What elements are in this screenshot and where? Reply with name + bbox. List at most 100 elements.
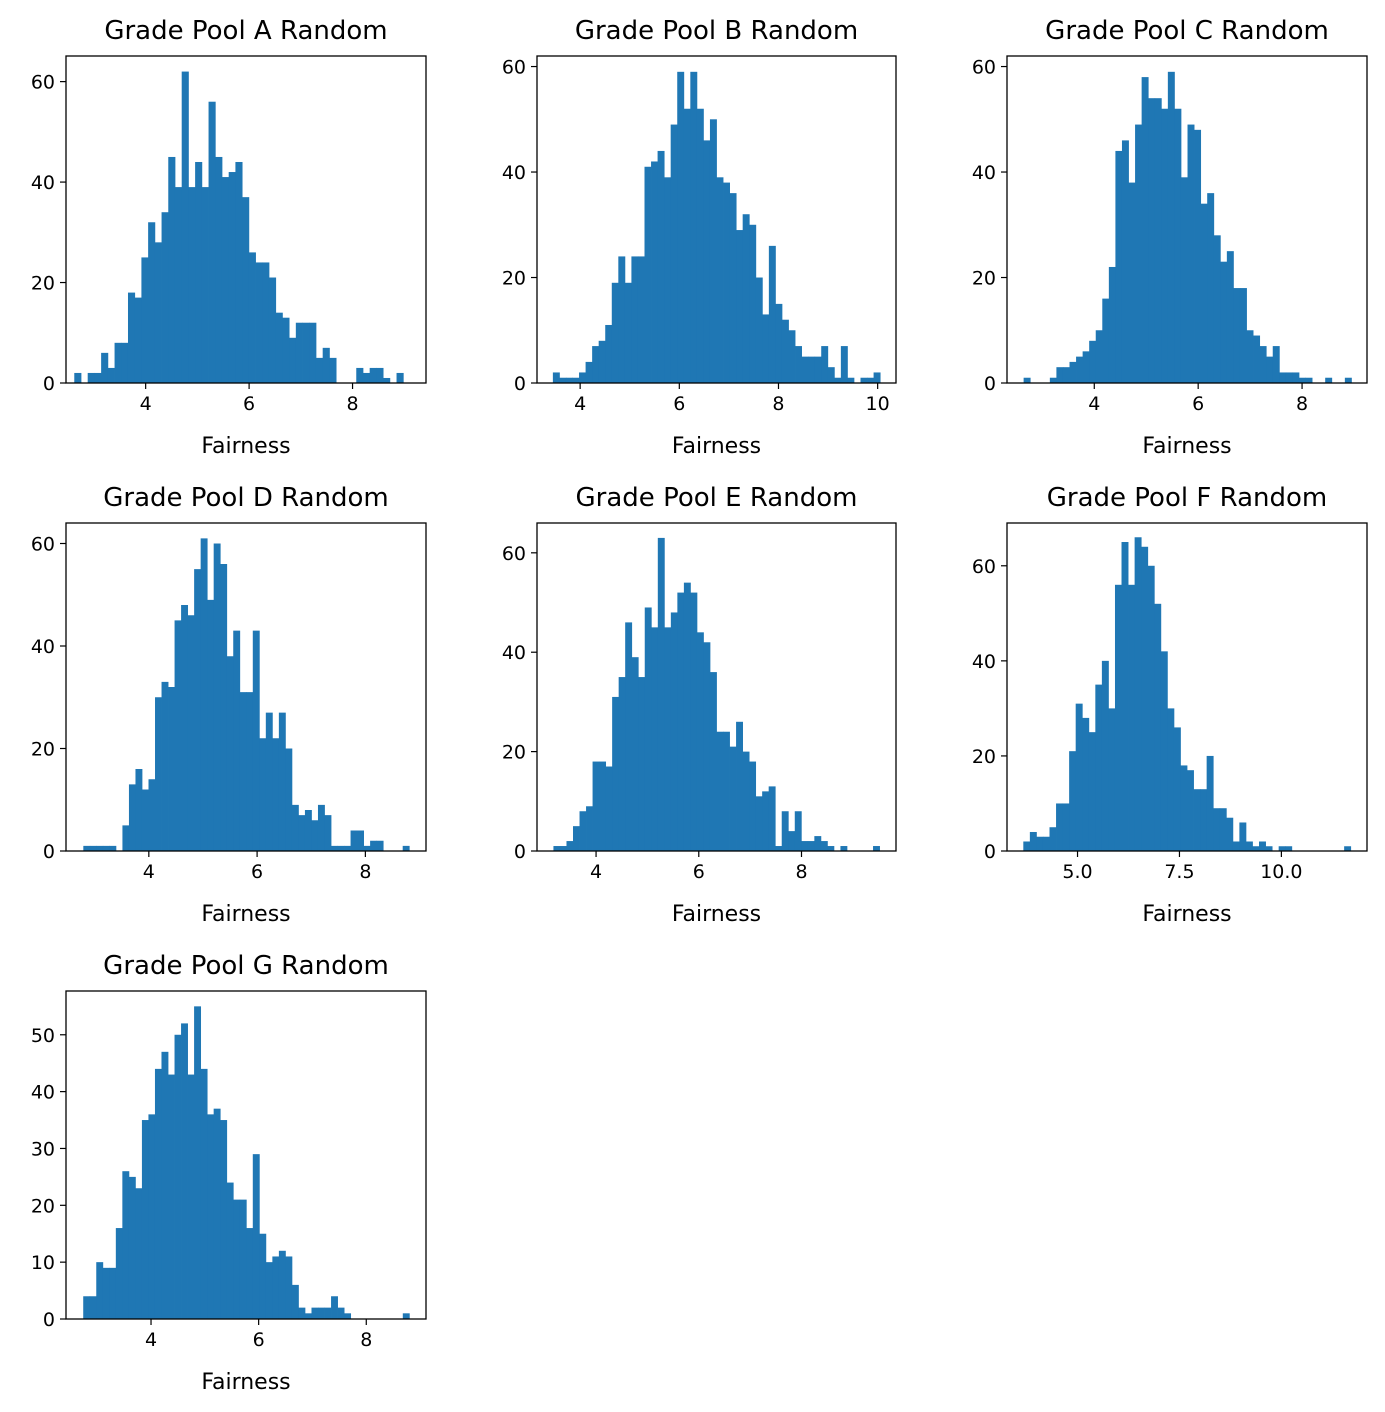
histogram-bar [141, 789, 149, 851]
histogram-bar [1298, 377, 1306, 383]
histogram-bar [161, 212, 169, 383]
histogram-bar [1173, 727, 1181, 851]
y-tick-label: 60 [31, 72, 55, 94]
histogram-bar [272, 738, 280, 851]
histogram-bar [755, 277, 763, 383]
x-tick-label: 6 [251, 861, 263, 883]
y-tick-label: 0 [43, 373, 55, 395]
histogram-bar [1285, 846, 1293, 851]
histogram-bar [362, 372, 371, 383]
histogram-bar [259, 738, 267, 851]
y-tick-label: 20 [31, 273, 55, 295]
histogram-bar [1239, 288, 1247, 383]
histogram-bar [208, 101, 216, 384]
histogram-bar [87, 372, 95, 383]
histogram-bar [1344, 846, 1352, 851]
histogram-bar [605, 324, 613, 383]
histogram-bar [1160, 651, 1168, 851]
histogram-bar [611, 282, 619, 383]
chart-title: Grade Pool F Random [1047, 483, 1327, 513]
x-axis-label: Fairness [1142, 902, 1231, 927]
histogram-bar [566, 841, 574, 851]
chart-title: Grade Pool D Random [103, 483, 389, 513]
histogram-bar [181, 71, 189, 383]
x-tick-label: 4 [1088, 393, 1100, 415]
histogram-bar [592, 346, 600, 383]
histogram-bar [396, 372, 404, 383]
histogram-bar [703, 140, 711, 383]
y-tick-label: 50 [31, 1025, 55, 1047]
histogram-bar [755, 796, 763, 851]
y-tick-label: 20 [502, 268, 526, 290]
histogram-bar [181, 1023, 188, 1319]
x-tick-label: 10.0 [1260, 861, 1302, 883]
histogram-bar [820, 841, 828, 851]
histogram-bar [1075, 703, 1083, 851]
histogram-bar [749, 761, 757, 851]
histogram-bar [573, 826, 580, 851]
histogram-bar [135, 769, 143, 851]
histogram-bar [304, 810, 312, 851]
histogram-bar [265, 712, 273, 852]
histogram-bar [194, 1006, 202, 1319]
histogram-bar [788, 831, 796, 851]
histogram-bar [220, 1120, 228, 1319]
y-tick-label: 40 [502, 642, 526, 664]
histogram-bar [605, 766, 613, 851]
histogram-bar [586, 806, 593, 851]
histogram-bar [226, 656, 234, 851]
histogram-bar [1056, 803, 1063, 851]
histogram-bar [781, 319, 789, 383]
histogram-bar [226, 1182, 234, 1319]
histogram-bar [122, 1171, 130, 1319]
histogram-bar [742, 751, 750, 851]
histogram-bar [128, 1176, 136, 1319]
histogram-bar [383, 377, 391, 383]
histogram-bar [252, 630, 260, 852]
histogram-bar [612, 696, 620, 851]
histogram-bar [775, 846, 783, 851]
histogram-bar [637, 256, 645, 383]
histogram-bar [1134, 537, 1142, 851]
histogram-bar [1082, 717, 1090, 851]
histogram-bar [1207, 193, 1215, 383]
histogram-panel-3: 4 6 8 0 20 40 60 Grade Pool C Random Fairness [972, 16, 1368, 459]
histogram-panel-7: 4 6 8 0 10 20 30 40 50 Grade Pool G Random Fairnes… [31, 951, 427, 1395]
histogram-bar [1187, 770, 1194, 851]
histogram-bar [1023, 377, 1031, 383]
histogram-bar [585, 361, 593, 383]
histogram-panel-6: 5.0 7.5 10.0 0 20 40 60 Grade Pool F Random Fair… [972, 483, 1368, 927]
x-tick-label: 8 [795, 861, 807, 883]
x-axis-label: Fairness [1142, 434, 1231, 459]
histogram-bar [1088, 732, 1096, 851]
histogram-bar [1101, 660, 1109, 851]
histogram-bar [1115, 150, 1123, 383]
histogram-bar [376, 840, 384, 851]
histogram-bar [1141, 546, 1149, 851]
histogram-bar [141, 1120, 149, 1319]
histogram-bar [356, 367, 364, 383]
histogram-bar [1154, 98, 1162, 383]
chart-title: Grade Pool G Random [103, 951, 389, 981]
histogram-bar [801, 841, 809, 851]
y-tick-label: 60 [972, 556, 996, 578]
histogram-bar [141, 257, 149, 383]
axes-frame [1006, 55, 1368, 384]
histogram-bar [860, 377, 868, 383]
histogram-bar [89, 1296, 97, 1319]
histogram-bar [840, 846, 848, 851]
histogram-bar [696, 632, 704, 851]
histogram-bar [1121, 542, 1129, 851]
histogram-bar [729, 746, 737, 851]
histogram-bar [1069, 361, 1077, 383]
histogram-bar [83, 845, 91, 852]
y-tick-label: 0 [43, 841, 55, 863]
histogram-bar [134, 297, 142, 383]
histogram-bar [187, 615, 195, 851]
histogram-bar [1076, 356, 1084, 383]
histogram-bar [155, 697, 162, 851]
histogram-bar [1233, 288, 1241, 383]
histogram-bar [827, 367, 835, 383]
histogram-bar [275, 312, 283, 383]
histogram-bar [1121, 140, 1129, 383]
